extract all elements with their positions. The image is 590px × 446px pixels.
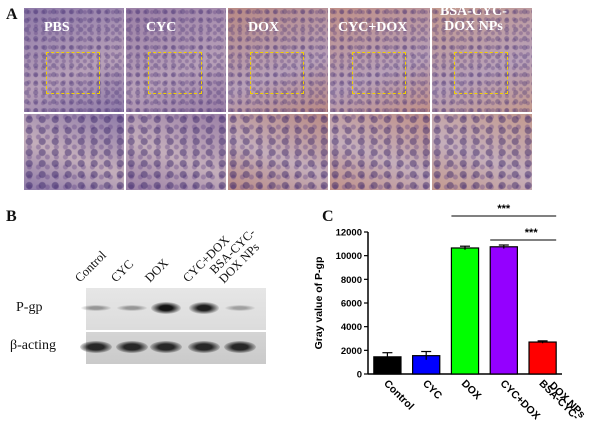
blot-band-pgp [81,304,111,312]
histology-group-label: BSA-CYC- DOX NPs [440,4,507,34]
x-tick-label: CYC+DOX [498,378,543,423]
x-tick-label: DOX [459,378,484,403]
blot-band-actin [188,341,220,353]
panel-c-letter: C [322,208,334,225]
bar [450,247,480,375]
y-tick-label: 6000 [341,299,362,310]
region-of-interest-box [352,52,406,94]
bar [412,355,441,375]
region-of-interest-box [250,52,304,94]
blot-lane-label: BSA-CYC- DOX NPs [206,225,263,286]
y-axis-label: Gray value of P-gp [313,257,325,350]
significance-label: *** [525,227,539,239]
blot-lane-label: Control [72,248,110,285]
histology-tile-high-mag [330,114,430,190]
bar [373,356,402,375]
blot-band-pgp [225,304,255,312]
bar [528,341,557,375]
blot-row-label-pgp: P-gp [16,300,43,315]
blot-lane-label: DOX [142,255,172,285]
blot-lane-label: CYC [108,256,137,285]
x-tick-label: CYC [420,378,444,402]
x-tick-label: Control [381,378,416,413]
blot-band-actin [116,341,148,353]
panel-a-letter: A [6,6,18,23]
region-of-interest-box [454,52,508,94]
histology-tile-low-mag [228,8,328,112]
histology-tile-high-mag [432,114,532,190]
histology-group-label: CYC+DOX [338,20,408,35]
histology-group-label: CYC [146,20,177,35]
y-tick-label: 10000 [336,251,362,262]
region-of-interest-box [148,52,202,94]
significance-label: *** [497,203,511,215]
histology-tile-low-mag [126,8,226,112]
blot-band-pgp [151,302,181,314]
y-tick-label: 0 [357,370,362,381]
panel-b-letter: B [6,208,17,225]
blot-band-actin [150,341,182,353]
histology-tile-low-mag [432,8,532,112]
histology-tile-low-mag [330,8,430,112]
histology-tile-low-mag [24,8,124,112]
y-tick-label: 2000 [341,346,362,357]
blot-band-actin [80,341,112,353]
histology-tile-high-mag [24,114,124,190]
bar [489,246,518,375]
y-tick-label: 8000 [341,275,362,286]
x-tick-label: DOX NPs [546,380,587,421]
region-of-interest-box [46,52,100,94]
histology-group-label: PBS [44,20,70,35]
blot-band-actin [224,341,256,353]
y-tick-label: 4000 [341,322,362,333]
blot-band-pgp [189,302,219,314]
histology-tile-high-mag [126,114,226,190]
blot-row-label-actin: β-acting [10,338,56,353]
y-tick-label: 12000 [336,228,362,239]
histology-group-label: DOX [248,20,280,35]
histology-tile-high-mag [228,114,328,190]
blot-band-pgp [117,304,147,312]
x-tick-label: BSA-CYC- [536,378,581,423]
